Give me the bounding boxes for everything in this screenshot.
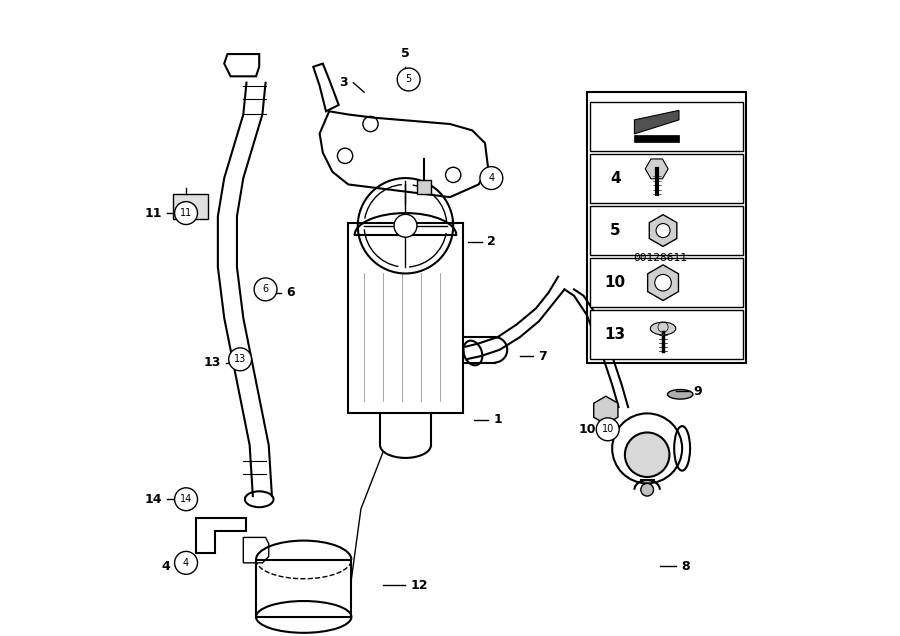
- Text: 11: 11: [180, 208, 193, 218]
- Text: 9: 9: [694, 385, 702, 398]
- Bar: [590, 102, 742, 151]
- Circle shape: [480, 167, 503, 190]
- Text: 2: 2: [487, 235, 496, 248]
- Text: 6: 6: [286, 286, 295, 299]
- Text: 1: 1: [493, 413, 502, 426]
- Text: 4: 4: [183, 558, 189, 568]
- Ellipse shape: [668, 389, 693, 399]
- Text: 00128611: 00128611: [633, 252, 687, 263]
- Text: 13: 13: [203, 356, 221, 369]
- Text: 13: 13: [605, 328, 626, 342]
- Text: 14: 14: [144, 493, 162, 506]
- Bar: [174, 194, 208, 219]
- Polygon shape: [649, 215, 677, 247]
- Polygon shape: [634, 111, 679, 134]
- Polygon shape: [594, 396, 618, 424]
- Polygon shape: [648, 265, 679, 301]
- Circle shape: [656, 224, 670, 238]
- Bar: [590, 258, 742, 307]
- Text: 10: 10: [579, 423, 597, 436]
- Circle shape: [625, 432, 670, 477]
- Text: 5: 5: [406, 74, 412, 85]
- Circle shape: [229, 348, 252, 371]
- Bar: [590, 154, 742, 203]
- Bar: [587, 92, 746, 363]
- Bar: [634, 135, 679, 142]
- Text: 14: 14: [180, 494, 193, 504]
- Text: 3: 3: [339, 76, 348, 89]
- Text: 4: 4: [161, 560, 170, 572]
- Circle shape: [175, 202, 197, 225]
- Text: 5: 5: [610, 223, 621, 238]
- Bar: [417, 180, 431, 194]
- Text: 8: 8: [681, 560, 689, 572]
- Circle shape: [655, 275, 671, 291]
- Bar: [590, 310, 742, 359]
- Circle shape: [597, 418, 619, 441]
- Text: 12: 12: [410, 579, 428, 591]
- Text: 13: 13: [234, 354, 247, 364]
- Circle shape: [397, 68, 420, 91]
- Text: 5: 5: [401, 48, 410, 60]
- Text: 11: 11: [144, 207, 162, 219]
- Text: 10: 10: [601, 424, 614, 434]
- Polygon shape: [645, 159, 668, 179]
- Text: 7: 7: [538, 350, 546, 363]
- Bar: [590, 206, 742, 255]
- Circle shape: [254, 278, 277, 301]
- Circle shape: [394, 214, 417, 237]
- Circle shape: [175, 488, 197, 511]
- Text: 6: 6: [263, 284, 268, 294]
- Text: 10: 10: [605, 275, 626, 290]
- Circle shape: [175, 551, 197, 574]
- Ellipse shape: [651, 322, 676, 335]
- Circle shape: [641, 483, 653, 496]
- Text: 4: 4: [489, 173, 494, 183]
- Text: 4: 4: [610, 171, 621, 186]
